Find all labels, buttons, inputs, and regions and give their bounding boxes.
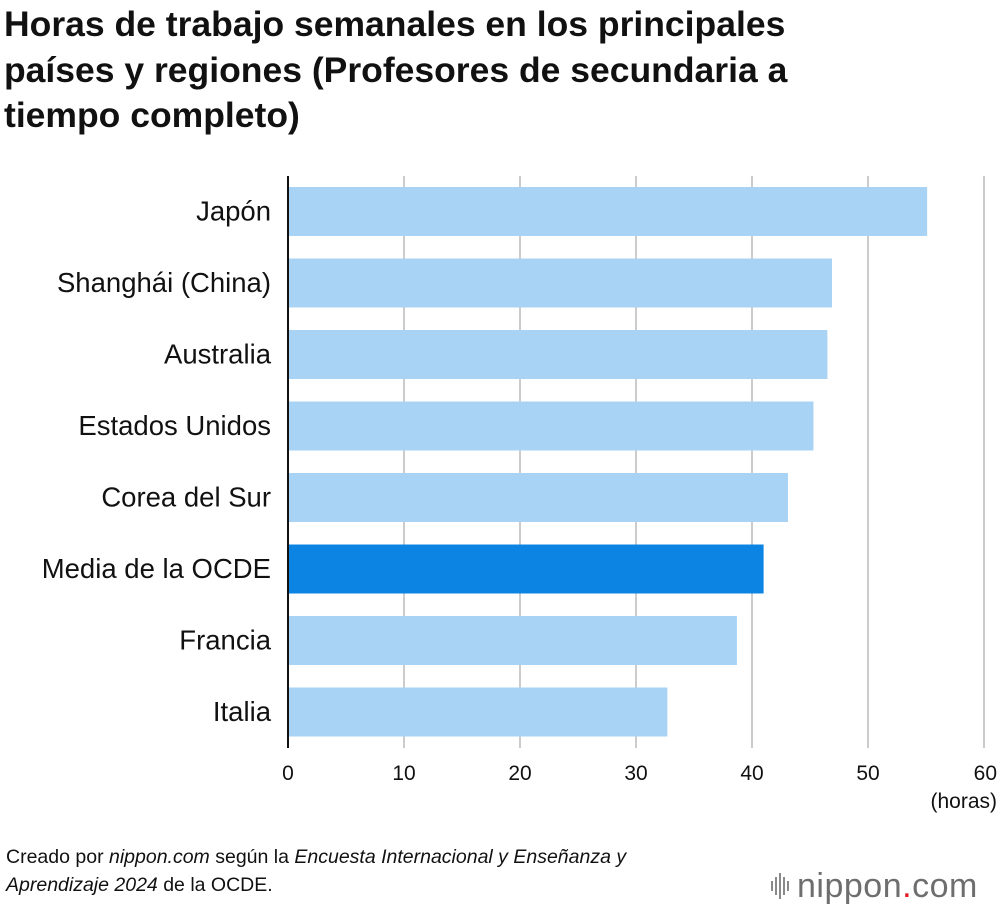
logo-dot: . <box>902 866 913 905</box>
bars <box>288 187 928 737</box>
logo-name: nippon <box>797 866 903 905</box>
category-label: Media de la OCDE <box>42 553 271 584</box>
bar <box>288 187 928 236</box>
x-tick-label: 30 <box>624 762 647 785</box>
x-tick-label: 0 <box>282 762 294 785</box>
bar <box>288 687 668 737</box>
category-label: Japón <box>196 196 271 227</box>
category-label: Shanghái (China) <box>57 267 271 298</box>
bar <box>288 330 828 379</box>
source-site: nippon.com <box>108 846 210 868</box>
category-label: Italia <box>213 696 272 727</box>
source-survey: Encuesta Internacional y Enseñanza y Apr… <box>6 846 627 896</box>
bar <box>288 544 764 594</box>
source-suffix: de la OCDE. <box>157 874 273 896</box>
bar <box>288 258 833 308</box>
bar <box>288 401 814 451</box>
bar <box>288 473 788 522</box>
logo-wordmark: nippon.com <box>797 867 978 906</box>
x-tick-label: 60 <box>974 762 997 785</box>
chart-title: Horas de trabajo semanales en los princi… <box>4 4 788 135</box>
source-note: Creado por nippon.com según la Encuesta … <box>6 843 726 899</box>
x-tick-label: 50 <box>856 762 879 785</box>
nippon-logo: nippon.com <box>771 862 978 910</box>
logo-bars-icon <box>771 873 789 899</box>
source-prefix: Creado por <box>6 846 109 868</box>
x-tick-label: 10 <box>392 762 415 785</box>
x-tick-label: 20 <box>508 762 531 785</box>
bar-chart: Japón Shanghái (China) Australia Estados Un… <box>42 176 997 813</box>
category-label: Francia <box>179 625 271 656</box>
category-labels: Japón Shanghái (China) Australia Estados Un… <box>42 196 272 728</box>
source-middle: según la <box>209 846 295 868</box>
category-label: Australia <box>164 339 272 370</box>
category-label: Estados Unidos <box>78 410 271 441</box>
x-tick-label: 40 <box>740 762 763 785</box>
category-label: Corea del Sur <box>101 482 271 513</box>
bar <box>288 616 737 665</box>
x-tick-labels: 0 10 20 30 40 50 60 <box>282 762 997 785</box>
logo-tld: com <box>912 866 978 905</box>
x-axis-unit-label: (horas) <box>930 790 997 813</box>
